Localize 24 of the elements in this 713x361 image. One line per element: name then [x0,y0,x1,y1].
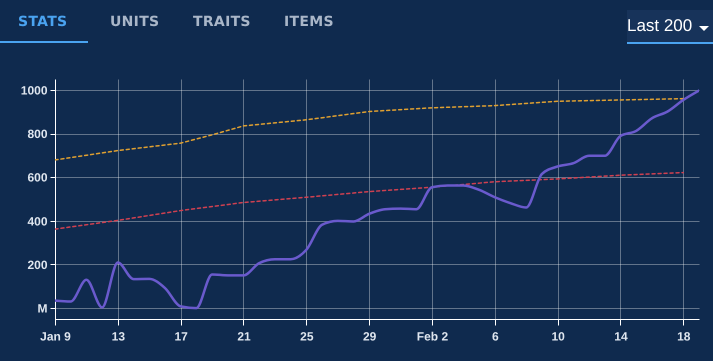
x-tick-label: 13 [112,330,126,344]
text: ITEMS [284,14,334,30]
x-tick-label: 29 [362,330,377,344]
y-tick-label: 200 [27,258,48,272]
x-tick-label: 21 [237,330,251,344]
x-tick-label: 10 [551,330,566,344]
x-tick-label: Feb 2 [416,330,448,344]
y-tick-label: 1000 [20,83,48,98]
x-tick-label: Jan 9 [40,330,72,344]
x-tick-label: 18 [677,330,691,344]
x-tick-label: 6 [492,330,499,344]
text: Last 200 [627,16,692,36]
line-series [55,172,684,230]
text: STATS [18,14,68,30]
y-tick-label: 400 [27,214,48,228]
x-tick-label: 14 [614,330,628,344]
text: TRAITS [193,14,251,30]
y-tick-label: M [38,302,48,316]
y-tick-label: 800 [27,127,48,142]
x-tick-label: 17 [174,330,188,344]
x-tick-label: 25 [300,330,314,344]
line-series [55,98,684,161]
text: UNITS [110,14,160,30]
y-tick-label: 600 [27,170,48,185]
